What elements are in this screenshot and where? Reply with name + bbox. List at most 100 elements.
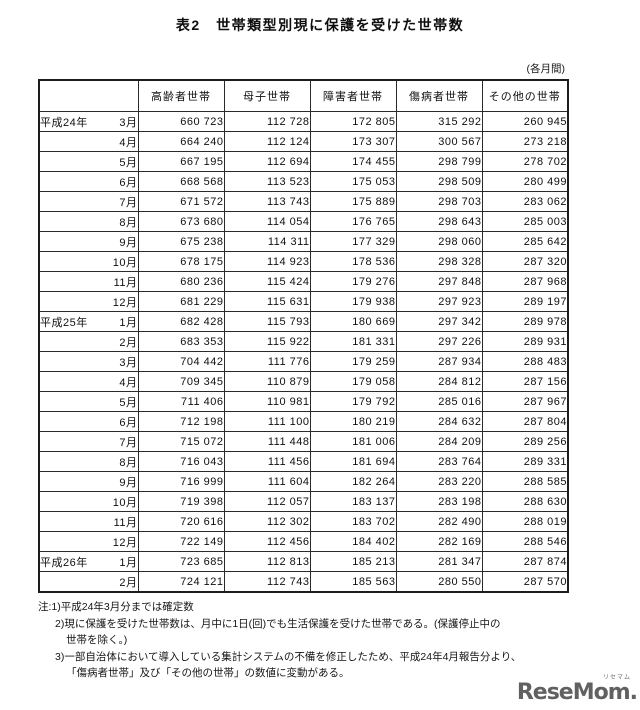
value-cell: 283 764 <box>395 451 483 472</box>
row-label: 2月 <box>38 331 139 352</box>
value-cell: 297 923 <box>395 291 483 312</box>
value-cell: 273 218 <box>481 131 569 152</box>
value-cell: 287 156 <box>481 371 569 392</box>
value-cell: 719 398 <box>137 491 225 512</box>
row-month: 5月 <box>119 396 138 409</box>
value-cell: 289 197 <box>481 291 569 312</box>
value-cell: 300 567 <box>395 131 483 152</box>
row-month: 8月 <box>119 216 138 229</box>
value-cell: 720 616 <box>137 511 225 532</box>
row-label: 4月 <box>38 371 139 392</box>
value-cell: 115 424 <box>223 271 311 292</box>
value-cell: 112 743 <box>223 571 311 593</box>
table-row: 5月 711 406 110 981 179 792 285 016 287 967 <box>38 391 569 412</box>
value-cell: 722 149 <box>137 531 225 552</box>
value-cell: 183 702 <box>309 511 397 532</box>
value-cell: 283 220 <box>395 471 483 492</box>
row-month: 12月 <box>112 296 138 309</box>
row-era: 平成25年 <box>40 316 88 329</box>
page-title: 表2 世帯類型別現に保護を受けた世帯数 <box>175 17 465 33</box>
value-cell: 112 728 <box>223 111 311 132</box>
table-row: 9月 675 238 114 311 177 329 298 060 285 642 <box>38 231 569 252</box>
value-cell: 298 643 <box>395 211 483 232</box>
row-label: 12月 <box>38 531 139 552</box>
value-cell: 671 572 <box>137 191 225 212</box>
value-cell: 675 238 <box>137 231 225 252</box>
row-label: 平成24年 3月 <box>38 111 139 132</box>
footnote-line-2: 2)現に保護を受けた世帯数は、月中に1日(回)でも生活保護を受けた世帯である。(… <box>55 617 501 630</box>
footnotes: 注:1)平成24年3月分までは確定数 2)現に保護を受けた世帯数は、月中に1日(… <box>38 599 640 682</box>
row-label: 9月 <box>38 231 139 252</box>
footnote-line-1: 注:1)平成24年3月分までは確定数 <box>38 601 194 613</box>
value-cell: 282 169 <box>395 531 483 552</box>
value-cell: 289 256 <box>481 431 569 452</box>
value-cell: 175 889 <box>309 191 397 212</box>
value-cell: 115 631 <box>223 291 311 312</box>
value-cell: 285 003 <box>481 211 569 232</box>
row-month: 3月 <box>119 116 138 129</box>
table-row: 12月 681 229 115 631 179 938 297 923 289 197 <box>38 291 569 312</box>
table-row: 6月 668 568 113 523 175 053 298 509 280 499 <box>38 171 569 192</box>
row-label: 12月 <box>38 291 139 312</box>
value-cell: 184 402 <box>309 531 397 552</box>
row-month: 1月 <box>119 556 138 569</box>
value-cell: 174 455 <box>309 151 397 172</box>
watermark-text: ReseMom. <box>516 680 638 705</box>
table-row: 7月 715 072 111 448 181 006 284 209 289 256 <box>38 431 569 452</box>
value-cell: 114 923 <box>223 251 311 272</box>
value-cell: 724 121 <box>137 571 225 593</box>
value-cell: 111 776 <box>223 351 311 372</box>
table-row: 5月 667 195 112 694 174 455 298 799 278 702 <box>38 151 569 172</box>
value-cell: 113 523 <box>223 171 311 192</box>
value-cell: 704 442 <box>137 351 225 372</box>
value-cell: 112 302 <box>223 511 311 532</box>
row-label: 8月 <box>38 211 139 232</box>
col-header-sick: 傷病者世帯 <box>395 79 483 112</box>
value-cell: 683 353 <box>137 331 225 352</box>
value-cell: 175 053 <box>309 171 397 192</box>
table-body: 平成24年 3月 660 723 112 728 172 805 315 292 260 9… <box>38 111 569 593</box>
value-cell: 664 240 <box>137 131 225 152</box>
value-cell: 287 934 <box>395 351 483 372</box>
table-row: 11月 720 616 112 302 183 702 282 490 288 019 <box>38 511 569 532</box>
row-month: 4月 <box>119 376 138 389</box>
row-month: 8月 <box>119 456 138 469</box>
table-row: 12月 722 149 112 456 184 402 282 169 288 546 <box>38 531 569 552</box>
value-cell: 715 072 <box>137 431 225 452</box>
footnote-line-3b: 「傷病者世帯」及び「その他の世帯」の数値に変動がある。 <box>66 667 350 679</box>
row-label: 平成25年 1月 <box>38 311 139 332</box>
footnote-line-2b: 世帯を除く。) <box>66 634 128 646</box>
value-cell: 176 765 <box>309 211 397 232</box>
value-cell: 115 793 <box>223 311 311 332</box>
value-cell: 114 054 <box>223 211 311 232</box>
row-month: 7月 <box>119 436 138 449</box>
row-month: 10月 <box>112 256 138 269</box>
row-label: 7月 <box>38 191 139 212</box>
row-label: 5月 <box>38 151 139 172</box>
table-row: 平成24年 3月 660 723 112 728 172 805 315 292 260 9… <box>38 111 569 132</box>
value-cell: 185 563 <box>309 571 397 593</box>
table-row: 4月 709 345 110 879 179 058 284 812 287 156 <box>38 371 569 392</box>
value-cell: 172 805 <box>309 111 397 132</box>
row-label: 3月 <box>38 351 139 372</box>
header-row: 高齢者世帯 母子世帯 障害者世帯 傷病者世帯 その他の世帯 <box>38 79 569 112</box>
value-cell: 110 879 <box>223 371 311 392</box>
row-label: 10月 <box>38 251 139 272</box>
value-cell: 112 124 <box>223 131 311 152</box>
row-label: 10月 <box>38 491 139 512</box>
value-cell: 298 509 <box>395 171 483 192</box>
value-cell: 678 175 <box>137 251 225 272</box>
row-month: 6月 <box>119 176 138 189</box>
col-header-disabled: 障害者世帯 <box>309 79 397 112</box>
value-cell: 288 546 <box>481 531 569 552</box>
unit-note: (各月間) <box>526 63 566 75</box>
table-row: 7月 671 572 113 743 175 889 298 703 283 062 <box>38 191 569 212</box>
value-cell: 112 456 <box>223 531 311 552</box>
value-cell: 111 100 <box>223 411 311 432</box>
table-sheet: (各月間) 高齢者世帯 母子世帯 障害者世帯 傷病者世帯 その他の世帯 平成24… <box>38 61 569 593</box>
value-cell: 185 213 <box>309 551 397 572</box>
value-cell: 178 536 <box>309 251 397 272</box>
row-month: 11月 <box>113 276 138 289</box>
value-cell: 283 062 <box>481 191 569 212</box>
value-cell: 287 967 <box>481 391 569 412</box>
